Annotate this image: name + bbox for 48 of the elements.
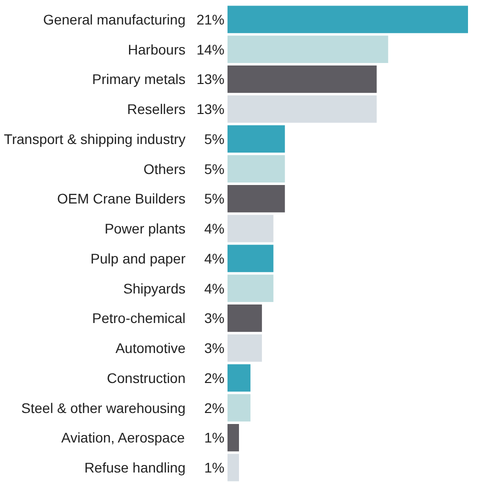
data-label: 5% xyxy=(204,160,224,177)
bar xyxy=(228,125,285,153)
data-label: 4% xyxy=(204,220,224,237)
y-tick-label: Automotive xyxy=(115,340,186,356)
bar xyxy=(228,274,274,302)
bar xyxy=(228,36,388,64)
y-tick-label: Pulp and paper xyxy=(90,250,186,266)
y-tick-label: Resellers xyxy=(127,101,186,118)
data-label: 4% xyxy=(204,280,224,296)
data-label: 5% xyxy=(204,130,224,147)
data-label: 2% xyxy=(204,400,224,416)
bar xyxy=(228,454,239,482)
bar xyxy=(228,364,250,392)
y-tick-label: Aviation, Aerospace xyxy=(61,430,185,446)
bar xyxy=(228,184,285,212)
y-tick-label: Refuse handling xyxy=(84,460,186,476)
data-label: 5% xyxy=(204,190,224,207)
y-tick-label: General manufacturing xyxy=(43,11,186,28)
data-label: 14% xyxy=(196,41,225,58)
y-tick-label: OEM Crane Builders xyxy=(57,190,186,207)
y-tick-label: Shipyards xyxy=(123,280,186,296)
bar xyxy=(228,244,274,272)
data-label: 3% xyxy=(204,310,224,326)
bar xyxy=(228,95,377,123)
y-tick-label: Power plants xyxy=(104,220,186,237)
data-label: 1% xyxy=(204,460,224,476)
bar xyxy=(228,424,239,452)
bar xyxy=(228,6,468,34)
bar xyxy=(228,65,377,93)
data-label: 13% xyxy=(196,71,225,88)
y-tick-label: Harbours xyxy=(128,41,186,58)
bar xyxy=(228,334,262,362)
data-label: 2% xyxy=(204,370,224,386)
y-tick-label: Others xyxy=(143,160,186,177)
bar xyxy=(228,155,285,183)
data-label: 3% xyxy=(204,340,224,356)
data-label: 13% xyxy=(196,101,225,118)
data-label: 4% xyxy=(204,250,224,266)
y-tick-label: Transport & shipping industry xyxy=(4,130,186,147)
data-label: 1% xyxy=(204,430,224,446)
data-label: 21% xyxy=(196,11,225,28)
y-tick-label: Primary metals xyxy=(92,71,186,88)
y-tick-label: Petro-chemical xyxy=(92,310,186,326)
bar xyxy=(228,394,250,422)
bar xyxy=(228,304,262,332)
y-tick-label: Steel & other warehousing xyxy=(21,400,186,416)
y-tick-label: Construction xyxy=(106,370,186,386)
bar xyxy=(228,214,274,242)
